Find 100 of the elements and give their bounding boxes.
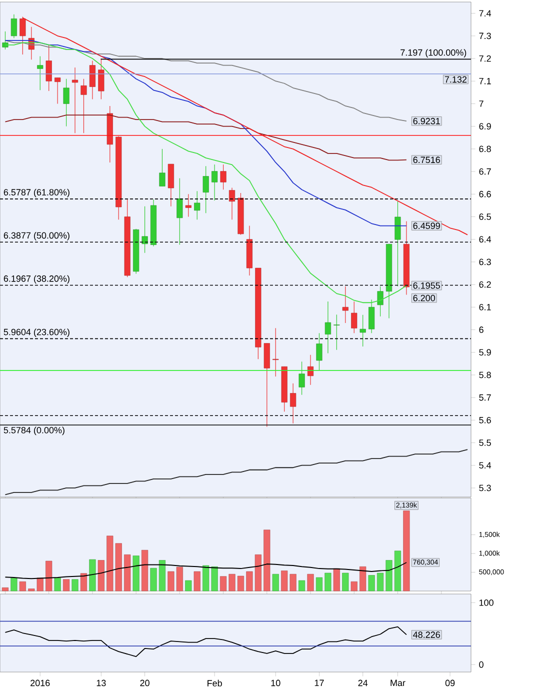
data-label: 6.9231 xyxy=(413,118,440,124)
candlestick xyxy=(324,301,331,354)
candlestick xyxy=(272,328,279,377)
bar xyxy=(80,573,88,592)
bar xyxy=(54,578,61,592)
bar xyxy=(324,572,332,592)
bar xyxy=(185,580,192,592)
bar xyxy=(298,580,306,592)
y-tick-label: 5.7 xyxy=(479,394,491,401)
data-label: 6.1955 xyxy=(413,282,440,289)
candlestick xyxy=(185,194,192,218)
ref-line-label: 5.5784 (0.00%) xyxy=(4,426,64,436)
candlestick xyxy=(394,201,401,287)
candlestick xyxy=(316,332,322,370)
x-tick-label: Mar xyxy=(390,680,406,686)
bar xyxy=(333,568,340,592)
candlestick xyxy=(46,44,52,92)
candlestick xyxy=(54,77,61,104)
bar xyxy=(194,571,200,592)
bar xyxy=(350,581,358,592)
bar xyxy=(19,581,26,592)
y-tick-label: 5.8 xyxy=(479,372,491,378)
data-label: 48.226 xyxy=(413,632,440,638)
candlestick xyxy=(220,164,226,190)
bar xyxy=(141,550,148,592)
candlestick xyxy=(212,164,218,201)
x-tick-label: 24 xyxy=(358,680,368,686)
x-tick-label: 13 xyxy=(96,680,106,686)
bar xyxy=(307,574,314,592)
candlestick xyxy=(176,178,183,246)
bar xyxy=(368,575,375,592)
candlestick xyxy=(37,56,44,90)
ref-line-label: 6.3877 (50.00%) xyxy=(4,232,70,240)
bar xyxy=(342,572,349,592)
candlestick xyxy=(290,383,296,424)
data-label: 6.4599 xyxy=(413,222,440,229)
candlestick xyxy=(228,188,236,220)
x-tick-label: Feb xyxy=(208,680,222,686)
x-tick-label: 10 xyxy=(271,680,280,686)
bar xyxy=(360,566,366,592)
y-tick-label: 6.3 xyxy=(479,258,491,266)
bar xyxy=(394,550,402,592)
bar xyxy=(63,579,70,592)
y-tick-label: 6.5 xyxy=(479,214,491,220)
y-tick-label: 0 xyxy=(479,661,484,668)
bar xyxy=(124,554,131,592)
candlestick xyxy=(159,148,166,187)
candlestick xyxy=(98,58,104,100)
y-tick-label: 7.3 xyxy=(479,32,491,40)
y-tick-label: 6.4 xyxy=(479,236,492,243)
candlestick xyxy=(89,60,96,100)
candlestick xyxy=(360,314,366,347)
y-tick-label: 7 xyxy=(479,100,484,107)
y-tick-label: 7.1 xyxy=(479,78,491,84)
x-tick-label: 20 xyxy=(140,680,150,686)
y-tick-label: 5.3 xyxy=(479,484,491,492)
ref-line-label: 6.1967 (38.20%) xyxy=(4,275,70,284)
bar xyxy=(264,530,270,592)
y-tick-label: 5.6 xyxy=(479,416,491,424)
y-tick-label: 7.4 xyxy=(479,10,492,16)
bar xyxy=(316,577,323,592)
candlestick xyxy=(80,78,87,134)
bar xyxy=(46,560,52,592)
text: 6.200 xyxy=(413,294,436,302)
bar xyxy=(89,559,96,592)
bar xyxy=(403,510,410,592)
candlestick xyxy=(63,78,70,127)
x-tick-label: 17 xyxy=(314,680,324,686)
candlestick xyxy=(168,164,174,207)
candlestick xyxy=(10,14,17,38)
y-tick-label: 6.1 xyxy=(479,304,491,310)
candlestick xyxy=(142,206,148,254)
y-tick-label: 5.5 xyxy=(479,440,491,446)
candlestick xyxy=(194,190,200,220)
x-tick-label: 09 xyxy=(445,680,455,686)
data-label: 6.7516 xyxy=(413,156,440,164)
candlestick xyxy=(298,361,305,396)
bar xyxy=(98,560,104,592)
y-tick-label: 6.8 xyxy=(479,146,491,152)
y-tick-label: 6.6 xyxy=(479,190,491,198)
candlestick xyxy=(351,301,358,334)
ref-line-label: 6.5787 (61.80%) xyxy=(4,188,70,198)
ref-line-label: 5.9604 (23.60%) xyxy=(4,328,70,337)
candlestick xyxy=(368,299,375,334)
y-tick-label: 5.4 xyxy=(479,462,492,469)
bar xyxy=(2,587,9,592)
y-tick-label: 100 xyxy=(479,599,494,606)
candlestick xyxy=(2,31,8,50)
bar xyxy=(158,560,166,592)
y-tick-label: 6.9 xyxy=(479,123,491,130)
y-tick-label: 6 xyxy=(479,326,484,333)
bar xyxy=(150,568,157,592)
candlestick xyxy=(342,286,348,324)
y-tick-label: 6.2 xyxy=(479,281,491,288)
x-tick-label: 2016 xyxy=(30,680,50,686)
bar xyxy=(237,576,244,592)
candlestick xyxy=(377,286,384,317)
candlestick xyxy=(334,314,340,350)
ref-line-label: 7.197 (100.00%) xyxy=(400,49,466,58)
bar xyxy=(72,579,78,592)
